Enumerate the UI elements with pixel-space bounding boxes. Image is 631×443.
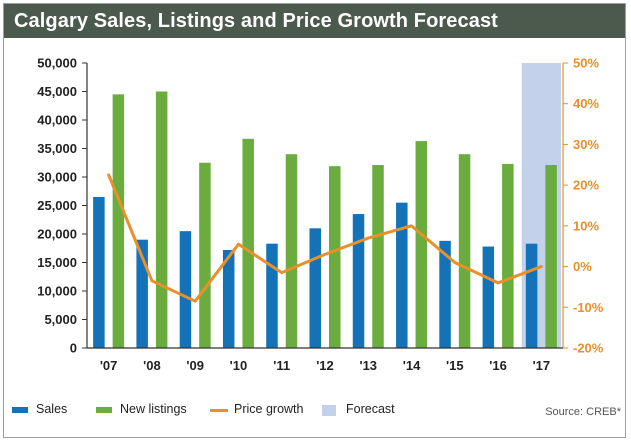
new-listings-bar [415,141,428,348]
new-listings-bar [372,165,384,348]
x-axis-tick-label: '17 [533,358,551,373]
left-axis-tick-label: 25,000 [37,198,77,213]
new-listings-bar [112,94,125,348]
x-axis-tick-label: '14 [403,358,421,373]
sales-bar [179,231,192,348]
left-axis-tick-label: 15,000 [37,255,77,270]
new-listings-bar [285,154,298,348]
new-listings-swatch [96,407,112,413]
new-listings-bar [545,165,557,348]
right-axis-tick-label: 30% [573,137,599,152]
sales-bar [136,239,148,348]
new-listings-bar [155,91,168,348]
left-axis-tick-label: 50,000 [37,56,77,71]
right-axis-tick-label: -10% [573,300,604,315]
left-axis-tick-label: 10,000 [37,284,77,299]
sales-bar [396,202,408,348]
sales-bar [222,249,235,348]
left-axis-tick-label: 0 [70,341,77,356]
right-axis-tick-label: 50% [573,56,599,71]
x-axis-tick-label: '09 [186,358,204,373]
new-listings-bar [458,154,471,348]
right-axis-tick-label: 0% [573,259,592,274]
right-axis-tick-label: -20% [573,341,604,356]
left-axis-tick-label: 40,000 [37,113,77,128]
legend-sales-label: Sales [36,402,68,416]
new-listings-bar [329,166,341,348]
left-axis-tick-label: 20,000 [37,227,77,242]
x-axis-tick-label: '12 [316,358,334,373]
sales-swatch [12,407,28,413]
new-listings-bar [242,138,254,348]
right-axis-tick-label: 10% [573,218,599,233]
sales-bar [266,243,278,348]
x-axis-tick-label: '16 [489,358,507,373]
chart-title: Calgary Sales, Listings and Price Growth… [14,10,498,32]
x-axis-tick-label: '13 [359,358,377,373]
left-axis-tick-label: 35,000 [37,141,77,156]
left-axis-tick-label: 5,000 [44,312,77,327]
sales-bar [482,246,495,348]
new-listings-bar [199,162,211,348]
sales-bar [309,228,321,348]
forecast-swatch [322,405,336,416]
sales-bar [525,243,538,348]
x-axis-tick-label: '15 [446,358,464,373]
legend-forecast-label: Forecast [346,402,395,416]
sales-bar [352,214,365,348]
right-axis-tick-label: 20% [573,178,599,193]
x-axis-tick-label: '08 [143,358,161,373]
x-axis-tick-label: '11 [273,358,290,373]
left-axis-tick-label: 45,000 [37,84,77,99]
sales-bar [93,196,105,348]
price-growth-line [107,173,543,303]
left-axis-tick-label: 30,000 [37,170,77,185]
right-axis-tick-label: 40% [573,96,599,111]
legend-price-growth-label: Price growth [234,402,304,416]
x-axis-tick-label: '07 [100,358,118,373]
x-axis-tick-label: '10 [230,358,248,373]
title-bar: Calgary Sales, Listings and Price Growth… [4,4,625,38]
price-growth-swatch [210,409,228,412]
source-note: Source: CREB* [545,406,621,418]
legend-new-listings-label: New listings [120,402,187,416]
new-listings-bar [502,163,514,348]
sales-bar [439,240,451,348]
